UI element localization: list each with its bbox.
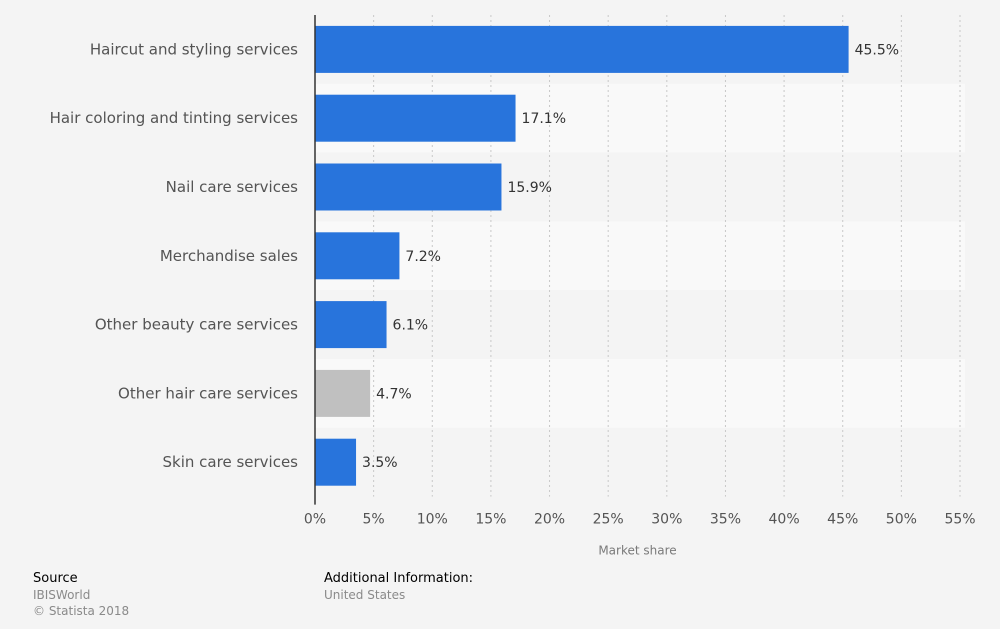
category-label: Skin care services (163, 453, 299, 471)
value-label: 15.9% (507, 180, 551, 196)
category-label: Hair coloring and tinting services (50, 109, 299, 127)
category-label: Haircut and styling services (90, 40, 298, 58)
value-label: 7.2% (405, 249, 441, 265)
additional-info-text: United States (324, 588, 406, 602)
category-label: Other hair care services (118, 384, 298, 402)
row-band (315, 427, 965, 497)
copyright-text: © Statista 2018 (33, 604, 130, 618)
category-label: Merchandise sales (160, 247, 298, 265)
bar-chart: Haircut and styling services Hair colorin… (50, 15, 976, 558)
x-tick-label: 10% (417, 512, 448, 528)
x-tick-label: 5% (363, 512, 385, 528)
additional-info-heading: Additional Information: (324, 571, 474, 586)
x-tick-label: 35% (710, 512, 741, 528)
bars (315, 25, 849, 486)
bar (315, 232, 400, 280)
x-tick-label: 40% (769, 512, 800, 528)
value-labels: 45.5% 17.1% 15.9% 7.2% 6.1% 4.7% 3.5% (362, 42, 899, 471)
row-bands (315, 15, 965, 497)
x-tick-label: 50% (886, 512, 917, 528)
value-label: 17.1% (522, 111, 566, 127)
value-label: 45.5% (855, 42, 899, 58)
bar (315, 94, 516, 142)
value-label: 6.1% (393, 318, 429, 334)
bar (315, 163, 502, 211)
bar (315, 301, 387, 349)
value-label: 3.5% (362, 455, 398, 471)
row-band (315, 221, 965, 291)
x-tick-label: 55% (944, 512, 975, 528)
category-label: Other beauty care services (95, 316, 298, 334)
additional-info-block: Additional Information: United States (324, 571, 473, 603)
source-block: Source IBISWorld © Statista 2018 (33, 571, 129, 619)
category-labels: Haircut and styling services Hair colorin… (50, 40, 299, 471)
x-tick-label: 45% (827, 512, 858, 528)
x-axis-ticks: 0% 5% 10% 15% 20% 25% 30% 35% 40% 45% 50% 55% (304, 512, 976, 528)
category-label: Nail care services (166, 178, 299, 196)
x-tick-label: 25% (593, 512, 624, 528)
value-label: 4.7% (376, 386, 412, 402)
row-band (315, 290, 965, 359)
x-tick-label: 15% (475, 512, 506, 528)
x-axis-title: Market share (598, 544, 676, 558)
source-name[interactable]: IBISWorld (33, 588, 91, 602)
x-tick-label: 30% (651, 512, 682, 528)
row-band (315, 359, 965, 428)
x-tick-label: 0% (304, 512, 326, 528)
source-heading: Source (33, 571, 78, 586)
bar (315, 25, 849, 73)
x-tick-label: 20% (534, 512, 565, 528)
bar (315, 369, 371, 417)
bar (315, 438, 357, 486)
